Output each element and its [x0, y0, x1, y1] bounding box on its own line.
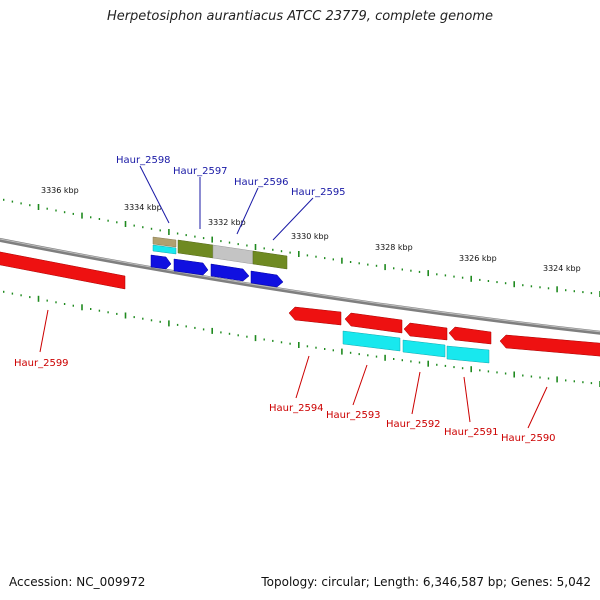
scale-label: 3332 kbp	[208, 218, 246, 227]
scale-label: 3330 kbp	[291, 232, 329, 241]
cds-haur-2598	[150, 254, 172, 270]
gene-label-haur-2597: Haur_2597	[173, 166, 228, 177]
accession-text: Accession: NC_009972	[9, 575, 146, 589]
gene-label-haur-2596: Haur_2596	[234, 177, 289, 188]
label-leader	[463, 376, 471, 423]
genome-summary-text: Topology: circular; Length: 6,346,587 bp…	[261, 575, 591, 589]
cds-haur-2597	[173, 258, 209, 276]
cds-haur-2591	[448, 326, 492, 345]
scale-label: 3336 kbp	[41, 186, 79, 195]
reverse-gene-labels: Haur_2599 Haur_2594 Haur_2593 Haur_2592 …	[14, 309, 556, 444]
feature-gray	[212, 244, 254, 265]
feature-cyan	[402, 339, 446, 358]
gene-label-haur-2594: Haur_2594	[269, 403, 324, 414]
label-leader	[236, 187, 259, 235]
gene-label-haur-2593: Haur_2593	[326, 410, 381, 421]
label-leader	[39, 309, 49, 353]
label-leader	[139, 165, 170, 224]
gene-label-haur-2595: Haur_2595	[291, 187, 346, 198]
scale-label: 3334 kbp	[124, 203, 162, 212]
label-leader	[295, 355, 310, 399]
reverse-features	[0, 251, 600, 364]
feature-cyan	[152, 244, 177, 255]
forward-features	[150, 236, 288, 288]
cds-haur-2595	[250, 270, 284, 288]
feature-olive	[177, 239, 214, 259]
cds-haur-2592	[403, 322, 448, 341]
cds-haur-2593	[344, 312, 403, 334]
label-leader	[272, 197, 314, 241]
genome-backbone-highlight	[0, 238, 600, 333]
scale-label: 3326 kbp	[459, 254, 497, 263]
gene-label-haur-2598: Haur_2598	[116, 155, 171, 166]
cds-haur-2599	[0, 251, 126, 290]
gene-label-haur-2590: Haur_2590	[501, 433, 556, 444]
cds-haur-2594	[288, 306, 342, 326]
gene-label-haur-2592: Haur_2592	[386, 419, 441, 430]
scale-ticks-inner	[3, 290, 600, 387]
feature-tan	[152, 236, 177, 248]
forward-gene-labels: Haur_2598 Haur_2597 Haur_2596 Haur_2595	[116, 155, 346, 241]
cds-haur-2596	[210, 263, 250, 282]
label-leader	[527, 386, 548, 429]
map-title: Herpetosiphon aurantiacus ATCC 23779, co…	[106, 9, 494, 24]
label-leader	[411, 371, 421, 415]
gene-label-haur-2591: Haur_2591	[444, 427, 499, 438]
genome-backbone	[0, 237, 600, 335]
cds-haur-2590	[499, 334, 600, 357]
scale-ticks-outer	[3, 198, 600, 297]
scale-label: 3328 kbp	[375, 243, 413, 252]
gene-label-haur-2599: Haur_2599	[14, 358, 69, 369]
feature-olive	[252, 250, 288, 270]
feature-cyan	[342, 330, 401, 352]
label-leader	[352, 364, 368, 406]
feature-cyan	[446, 345, 490, 364]
scale-label: 3324 kbp	[543, 264, 581, 273]
